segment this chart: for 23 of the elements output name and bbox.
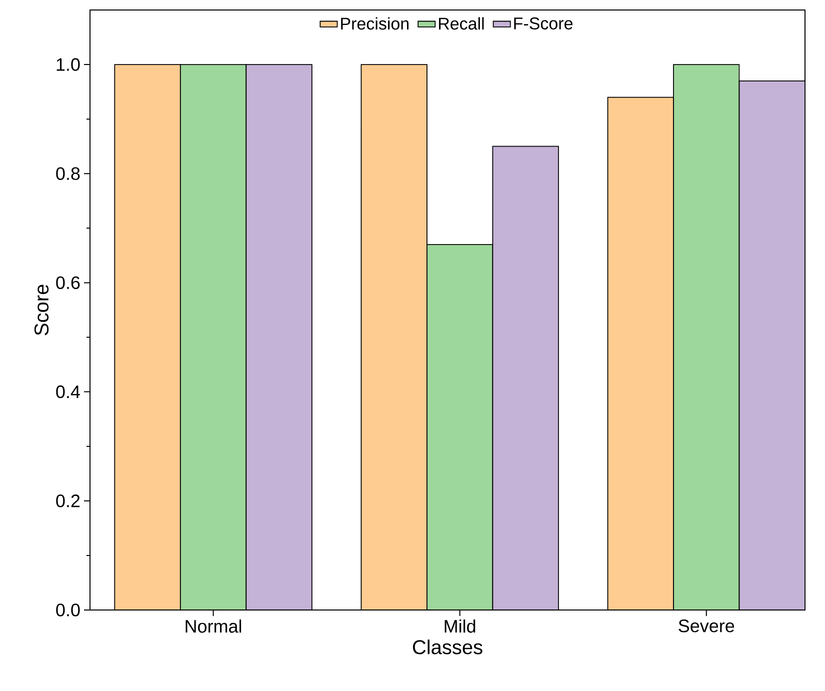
y-tick-label: 0.0 — [56, 604, 80, 616]
bar — [738, 80, 805, 610]
bar — [180, 64, 246, 610]
legend-label: Precision — [341, 17, 409, 30]
bar — [673, 64, 740, 610]
bar — [360, 64, 428, 610]
y-tick-label: 0.4 — [56, 385, 80, 398]
x-tick-label: Severe — [678, 620, 734, 632]
x-tick-label: Normal — [186, 620, 242, 633]
legend-label: F-Score — [514, 17, 573, 30]
y-axis-title: Score — [34, 284, 49, 336]
bar — [607, 96, 674, 610]
bar — [246, 64, 312, 610]
y-tick-label: 1.0 — [56, 58, 80, 71]
bar — [492, 146, 559, 610]
y-tick-label: 0.6 — [56, 276, 80, 290]
x-tick-label: Mild — [444, 620, 476, 633]
y-tick-label: 0.8 — [56, 167, 80, 180]
x-axis-title: Classes — [412, 640, 482, 654]
bar — [426, 244, 494, 610]
y-tick-label: 0.2 — [56, 494, 80, 508]
bar — [114, 64, 180, 610]
legend-label: Recall — [438, 17, 484, 30]
